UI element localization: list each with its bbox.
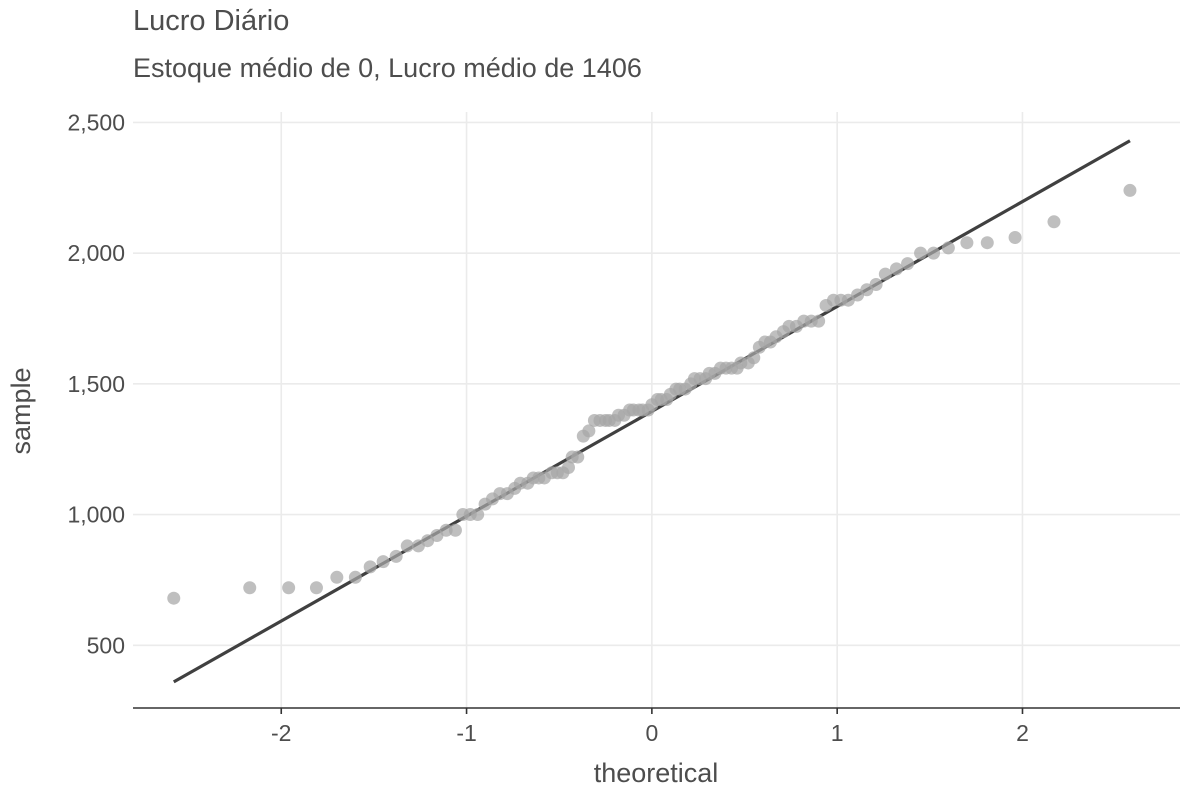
chart-subtitle: Estoque médio de 0, Lucro médio de 1406 [133, 53, 642, 83]
data-point [376, 555, 390, 569]
data-point [330, 570, 344, 584]
data-point [471, 508, 485, 522]
data-point [448, 523, 462, 537]
data-point [363, 560, 377, 574]
data-point [914, 246, 928, 260]
y-axis-label: sample [6, 367, 36, 454]
grid-lines [133, 112, 1180, 708]
y-tick-label: 1,000 [67, 502, 125, 528]
x-tick-label: -2 [271, 720, 291, 746]
data-point [389, 549, 403, 563]
data-point [812, 314, 826, 328]
y-tick-label: 2,000 [67, 240, 125, 266]
x-tick-label: -1 [456, 720, 476, 746]
data-point [960, 236, 974, 250]
data-point [282, 581, 296, 595]
data-point [889, 262, 903, 276]
data-point [869, 278, 883, 292]
data-point [927, 246, 941, 260]
data-point [747, 351, 761, 365]
data-point [571, 450, 585, 464]
data-point [980, 236, 994, 250]
data-point [348, 570, 362, 584]
y-tick-label: 500 [87, 632, 125, 658]
data-point [878, 267, 892, 281]
y-tick-label: 2,500 [67, 109, 125, 135]
data-point [582, 424, 596, 438]
chart-title: Lucro Diário [133, 5, 289, 37]
data-point [1047, 215, 1061, 229]
data-point [309, 581, 323, 595]
x-axis-ticks: -2 -1 0 1 2 [271, 708, 1029, 746]
y-axis-ticks: 500 1,000 1,500 2,000 2,500 [67, 109, 125, 658]
data-point [439, 523, 453, 537]
data-point [1008, 230, 1022, 244]
x-tick-label: 1 [831, 720, 844, 746]
data-point [901, 257, 915, 271]
data-point [400, 539, 414, 553]
x-tick-label: 0 [645, 720, 658, 746]
y-tick-label: 1,500 [67, 371, 125, 397]
data-point [1123, 183, 1137, 197]
data-point [561, 461, 575, 475]
x-tick-label: 2 [1016, 720, 1029, 746]
x-axis-label: theoretical [594, 758, 719, 788]
data-point [243, 581, 257, 595]
data-points [167, 183, 1137, 605]
data-point [941, 241, 955, 255]
data-point [167, 591, 181, 605]
